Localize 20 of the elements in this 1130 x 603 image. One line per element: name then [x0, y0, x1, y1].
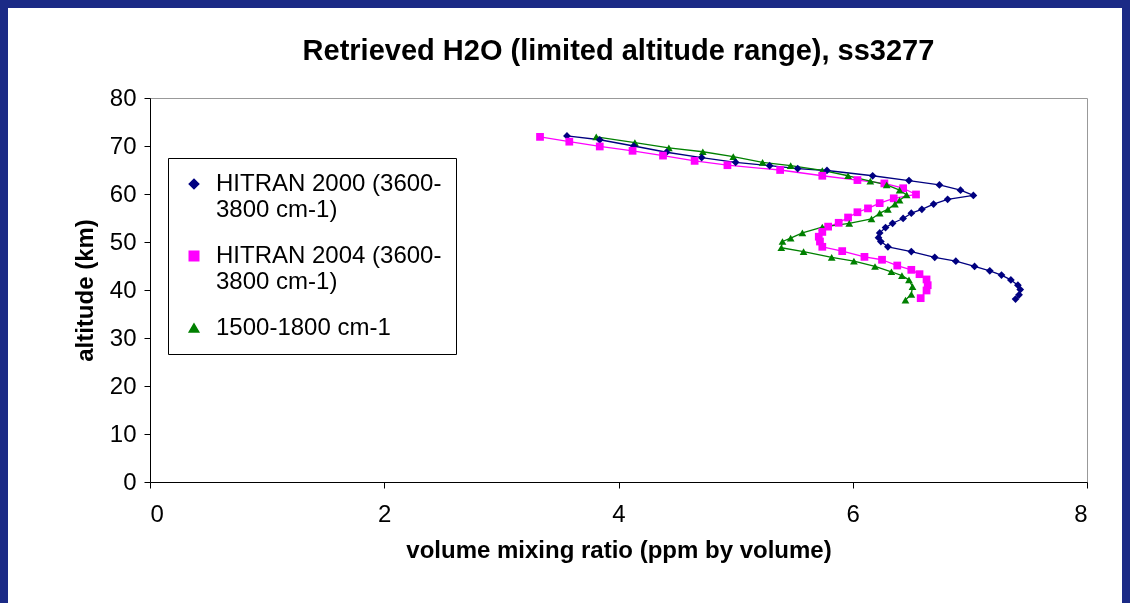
y-tick-label: 20	[109, 371, 137, 399]
x-tick-label: 6	[846, 499, 860, 527]
chart-title: Retrieved H2O (limited altitude range), ss3277	[302, 34, 935, 66]
x-axis-title: volume mixing ratio (ppm by volume)	[406, 535, 832, 563]
y-axis-title: altitude (km)	[70, 219, 98, 362]
y-tick-label: 80	[109, 83, 137, 111]
legend-label: 1500-1800 cm-1	[216, 313, 391, 340]
y-tick-label: 60	[109, 179, 137, 207]
legend-label: HITRAN 2004 (3600-3800 cm-1)	[216, 241, 442, 294]
x-tick-label: 2	[378, 499, 392, 527]
y-tick-label: 30	[109, 323, 137, 351]
x-tick-label: 4	[612, 499, 626, 527]
y-tick-label: 0	[123, 467, 137, 495]
y-tick-label: 50	[109, 227, 137, 255]
y-tick-label: 10	[109, 419, 137, 447]
x-tick-label: 8	[1074, 499, 1088, 527]
legend-label: HITRAN 2000 (3600-3800 cm-1)	[216, 169, 442, 222]
y-tick-label: 40	[109, 275, 137, 303]
y-tick-label: 70	[109, 131, 137, 159]
x-tick-label: 0	[150, 499, 164, 527]
